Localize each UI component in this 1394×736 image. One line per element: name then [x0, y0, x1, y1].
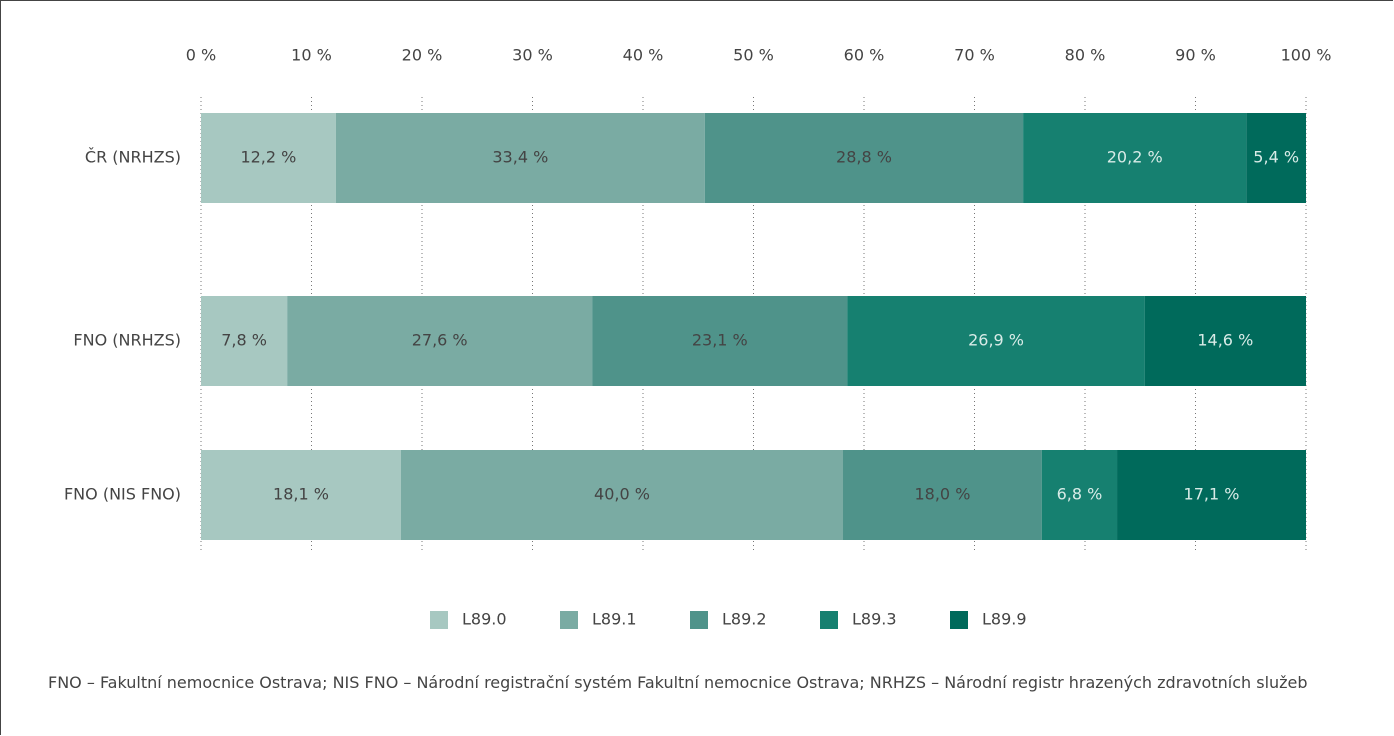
bar-segment	[201, 296, 288, 386]
legend-swatch	[690, 611, 708, 629]
bar-segment	[335, 113, 705, 203]
data-label: 6,8 %	[1057, 485, 1103, 504]
data-label: 26,9 %	[968, 331, 1024, 350]
bar-segment	[1023, 113, 1247, 203]
bar-segment	[1144, 296, 1306, 386]
x-tick-label: 90 %	[1175, 46, 1216, 65]
bar-segment	[847, 296, 1145, 386]
x-tick-label: 70 %	[954, 46, 995, 65]
legend-label: L89.3	[852, 610, 897, 629]
data-label: 33,4 %	[492, 148, 548, 167]
bar-segment	[704, 113, 1024, 203]
data-label: 7,8 %	[221, 331, 267, 350]
y-tick-label: ČR (NRHZS)	[85, 148, 181, 167]
y-tick-label: FNO (NRHZS)	[73, 331, 181, 350]
bar-segment	[287, 296, 593, 386]
bar-segment	[401, 450, 844, 540]
bar-segment	[201, 113, 336, 203]
x-tick-label: 20 %	[402, 46, 443, 65]
x-tick-label: 80 %	[1065, 46, 1106, 65]
x-tick-label: 30 %	[512, 46, 553, 65]
legend-label: L89.0	[462, 610, 507, 629]
bar-segment	[1246, 113, 1306, 203]
y-tick-label: FNO (NIS FNO)	[64, 485, 181, 504]
x-tick-label: 0 %	[186, 46, 216, 65]
data-label: 27,6 %	[412, 331, 468, 350]
legend-label: L89.1	[592, 610, 637, 629]
x-tick-label: 100 %	[1281, 46, 1332, 65]
data-label: 12,2 %	[240, 148, 296, 167]
legend-swatch	[950, 611, 968, 629]
legend-label: L89.9	[982, 610, 1027, 629]
data-label: 14,6 %	[1197, 331, 1253, 350]
data-label: 5,4 %	[1253, 148, 1299, 167]
legend-label: L89.2	[722, 610, 767, 629]
bar-segment	[1117, 450, 1306, 540]
x-tick-label: 10 %	[291, 46, 332, 65]
bar-segment	[201, 450, 402, 540]
data-label: 23,1 %	[692, 331, 748, 350]
x-tick-label: 50 %	[733, 46, 774, 65]
bar-segment	[592, 296, 848, 386]
legend-swatch	[430, 611, 448, 629]
data-label: 17,1 %	[1184, 485, 1240, 504]
legend-swatch	[560, 611, 578, 629]
bar-segment	[843, 450, 1042, 540]
x-tick-label: 40 %	[623, 46, 664, 65]
data-label: 20,2 %	[1107, 148, 1163, 167]
x-tick-label: 60 %	[844, 46, 885, 65]
data-label: 18,1 %	[273, 485, 329, 504]
data-label: 18,0 %	[914, 485, 970, 504]
data-label: 28,8 %	[836, 148, 892, 167]
bar-segment	[1041, 450, 1118, 540]
footnote: FNO – Fakultní nemocnice Ostrava; NIS FN…	[48, 673, 1308, 692]
legend-swatch	[820, 611, 838, 629]
data-label: 40,0 %	[594, 485, 650, 504]
